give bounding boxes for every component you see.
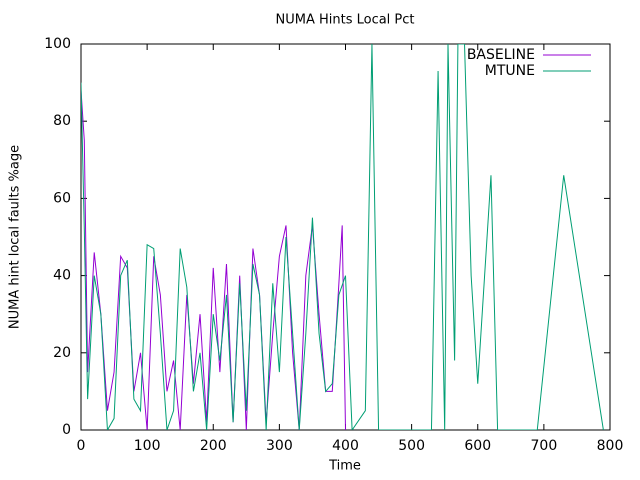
legend-label: MTUNE	[485, 63, 535, 79]
x-tick-label: 700	[531, 438, 558, 454]
y-axis-label: NUMA hint local faults %age	[8, 145, 23, 329]
x-tick-label: 600	[464, 438, 491, 454]
x-tick-label: 800	[597, 438, 624, 454]
x-tick-label: 400	[332, 438, 359, 454]
x-tick-label: 300	[266, 438, 293, 454]
x-tick-label: 500	[398, 438, 425, 454]
x-tick-label: 0	[77, 438, 86, 454]
plot-border	[80, 43, 611, 431]
series-line	[81, 44, 604, 430]
y-tick-label: 60	[53, 190, 71, 206]
y-tick-label: 40	[53, 268, 71, 284]
y-tick-label: 80	[53, 113, 71, 129]
x-tick-label: 100	[134, 438, 161, 454]
y-tick-label: 0	[62, 422, 71, 438]
y-tick-label: 100	[44, 36, 71, 52]
chart-title: NUMA Hints Local Pct	[275, 13, 414, 28]
x-axis-label: Time	[328, 459, 361, 474]
x-tick-label: 200	[200, 438, 227, 454]
series-line	[81, 90, 346, 430]
y-tick-label: 20	[53, 345, 71, 361]
legend-label: BASELINE	[467, 47, 535, 63]
